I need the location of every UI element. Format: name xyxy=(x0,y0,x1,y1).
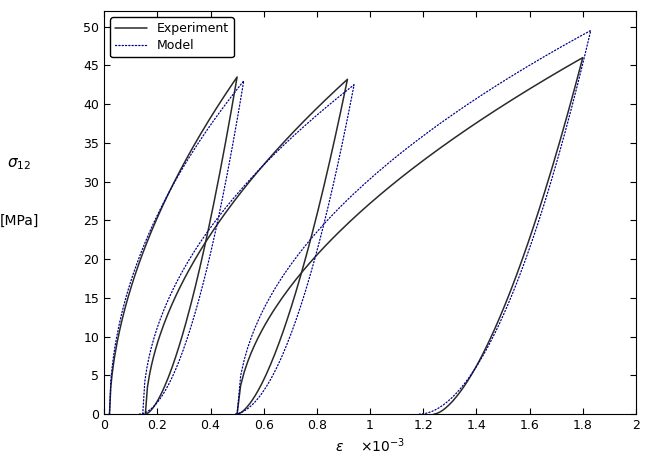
Text: $\sigma_{12}$: $\sigma_{12}$ xyxy=(7,157,31,172)
Experiment xyxy=(206,116,214,121)
Model xyxy=(105,411,113,417)
Model xyxy=(149,222,157,228)
Model xyxy=(240,78,247,84)
Experiment xyxy=(171,177,179,183)
Experiment xyxy=(105,411,113,417)
Experiment xyxy=(147,230,155,236)
Model xyxy=(126,281,133,287)
Legend: Experiment, Model: Experiment, Model xyxy=(111,17,234,57)
Model xyxy=(193,302,201,307)
Experiment xyxy=(233,74,241,80)
X-axis label: $\varepsilon$    $\times 10^{-3}$: $\varepsilon$ $\times 10^{-3}$ xyxy=(335,436,405,455)
Model xyxy=(129,273,137,279)
Line: Model: Model xyxy=(109,81,243,414)
Experiment xyxy=(125,292,133,298)
Experiment xyxy=(128,283,135,289)
Text: [MPa]: [MPa] xyxy=(0,214,39,228)
Model xyxy=(212,116,219,121)
Line: Experiment: Experiment xyxy=(109,77,237,414)
Model xyxy=(174,172,182,178)
Experiment xyxy=(141,411,149,417)
Experiment xyxy=(193,279,201,285)
Model xyxy=(135,411,143,417)
